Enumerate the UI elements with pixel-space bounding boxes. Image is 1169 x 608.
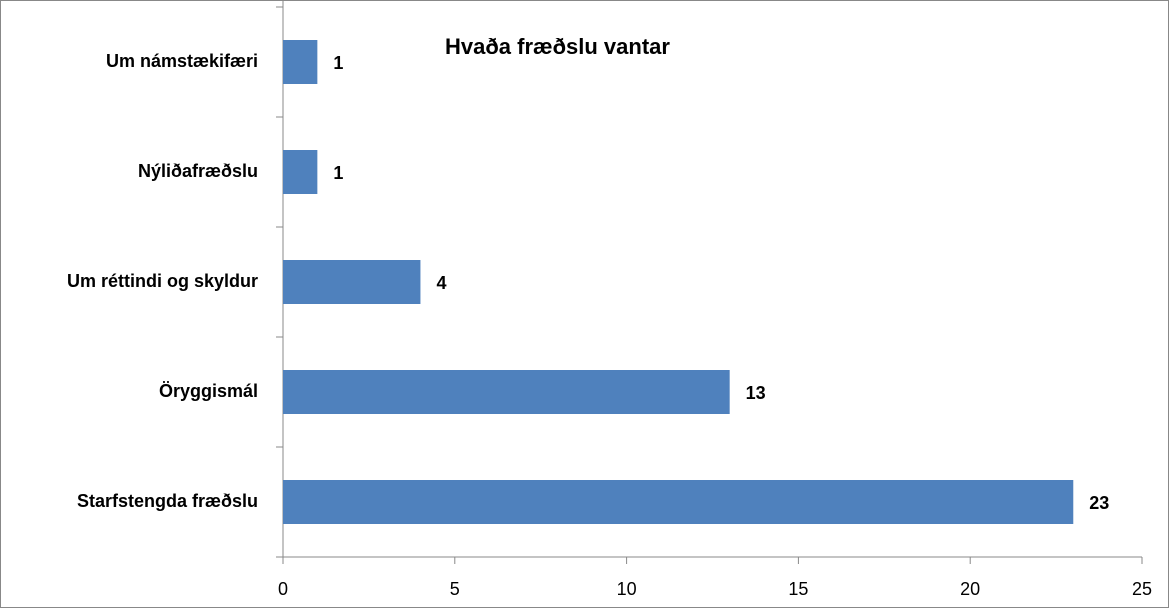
x-tick-label: 0 — [278, 579, 288, 599]
value-label: 1 — [333, 53, 343, 73]
x-tick-label: 25 — [1132, 579, 1152, 599]
bar — [283, 150, 318, 194]
y-tick-label: Nýliðafræðslu — [138, 161, 258, 181]
chart-title: Hvaða fræðslu vantar — [445, 34, 670, 59]
bar — [283, 40, 318, 84]
x-tick-label: 20 — [960, 579, 980, 599]
bar — [283, 480, 1074, 524]
value-label: 4 — [436, 273, 446, 293]
x-tick-label: 10 — [617, 579, 637, 599]
value-label: 13 — [746, 383, 766, 403]
value-label: 23 — [1089, 493, 1109, 513]
bar — [283, 260, 421, 304]
y-tick-label: Um námstækifæri — [106, 51, 258, 71]
y-tick-label: Starfstengda fræðslu — [77, 491, 258, 511]
y-tick-label: Öryggismál — [159, 381, 258, 401]
value-label: 1 — [333, 163, 343, 183]
x-tick-label: 15 — [788, 579, 808, 599]
bar — [283, 370, 730, 414]
y-tick-label: Um réttindi og skyldur — [67, 271, 258, 291]
x-tick-label: 5 — [450, 579, 460, 599]
